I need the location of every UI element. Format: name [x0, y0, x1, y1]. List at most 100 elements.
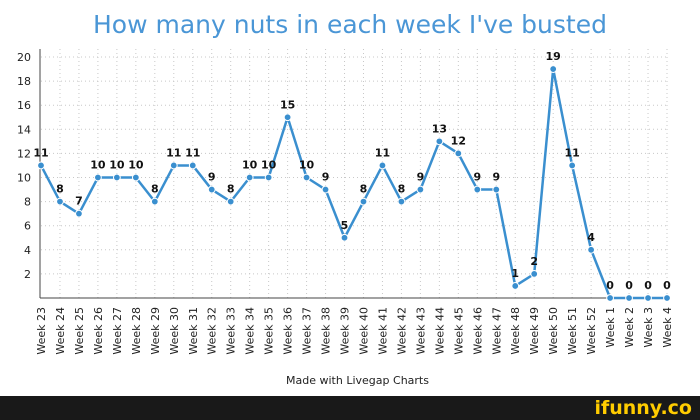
series-line-group	[39, 67, 667, 300]
x-tick-label: Week 45	[452, 307, 465, 355]
data-label: 0	[625, 279, 633, 292]
data-label: 15	[280, 98, 295, 111]
x-tick-label: Week 40	[357, 307, 370, 355]
data-label: 12	[451, 134, 466, 147]
y-tick-label: 16	[17, 99, 31, 112]
data-label: 11	[166, 146, 181, 159]
data-label: 10	[109, 159, 125, 172]
y-tick-label: 6	[24, 220, 31, 233]
data-label: 11	[33, 146, 48, 159]
y-tick-label: 12	[17, 147, 31, 160]
x-tick-label: Week 23	[35, 307, 48, 355]
data-label: 11	[375, 146, 390, 159]
data-point	[473, 185, 482, 194]
y-tick-label: 14	[17, 123, 31, 136]
x-tick-label: Week 33	[225, 307, 238, 355]
data-label: 8	[227, 183, 235, 196]
data-point	[568, 161, 577, 170]
y-axis-ticks: 2 4 6 8 10 12 14 16 18 20	[17, 51, 31, 281]
data-point	[245, 173, 254, 182]
data-point	[511, 282, 520, 290]
data-label: 10	[128, 159, 144, 172]
data-point	[226, 197, 235, 206]
data-point	[378, 161, 387, 170]
data-points	[37, 65, 671, 302]
data-label: 11	[185, 146, 200, 159]
chart-title: How many nuts in each week I've busted	[93, 10, 607, 39]
chart-caption: Made with Livegap Charts	[286, 374, 429, 387]
x-tick-label: Week 52	[585, 307, 598, 355]
x-tick-label: Week 1	[604, 307, 617, 348]
data-label: 0	[644, 279, 652, 292]
data-point	[94, 173, 102, 182]
x-tick-label: Week 36	[282, 307, 295, 355]
x-axis-ticks: Week 23 Week 24 Week 25 Week 26 Week 27 Week …	[35, 307, 674, 355]
ifunny-logo[interactable]: ifunny.co	[594, 397, 692, 419]
x-tick-label: Week 3	[642, 307, 655, 348]
data-point	[56, 197, 64, 206]
data-point	[75, 209, 83, 218]
y-tick-label: 20	[17, 51, 31, 64]
x-tick-label: Week 48	[509, 307, 522, 355]
x-tick-label: Week 27	[111, 307, 124, 355]
x-tick-label: Week 31	[187, 307, 200, 355]
data-label: 9	[492, 171, 500, 184]
data-point	[454, 149, 463, 158]
data-point	[606, 294, 614, 302]
data-point	[302, 173, 311, 182]
data-label: 8	[360, 183, 368, 196]
data-point	[264, 173, 273, 182]
data-point	[150, 197, 159, 206]
data-point	[112, 173, 121, 182]
data-point	[549, 65, 558, 73]
data-point	[625, 294, 633, 302]
data-label: 8	[398, 183, 406, 196]
data-label: 13	[432, 122, 447, 135]
data-label: 11	[564, 146, 579, 159]
data-point	[644, 294, 652, 302]
data-label: 9	[322, 171, 330, 184]
data-point	[416, 185, 425, 194]
data-label: 19	[546, 50, 561, 63]
x-tick-label: Week 37	[301, 307, 314, 355]
data-point	[37, 161, 45, 170]
data-label: 10	[299, 159, 315, 172]
data-point	[321, 185, 330, 194]
data-label: 9	[473, 171, 481, 184]
x-tick-label: Week 50	[547, 307, 560, 355]
series-line	[39, 67, 667, 300]
x-tick-label: Week 25	[73, 307, 86, 355]
data-label: 4	[587, 231, 595, 244]
x-tick-label: Week 38	[320, 307, 333, 355]
data-point	[207, 185, 216, 194]
data-point	[663, 294, 671, 302]
data-point	[169, 161, 178, 170]
x-tick-label: Week 49	[528, 307, 541, 355]
data-point	[340, 233, 349, 242]
data-label: 0	[663, 279, 671, 292]
x-tick-label: Week 34	[244, 307, 257, 355]
data-point	[188, 161, 197, 170]
data-label: 1	[511, 267, 519, 280]
data-label: 7	[75, 195, 83, 208]
data-point	[435, 137, 444, 146]
x-tick-label: Week 47	[490, 307, 503, 355]
x-tick-label: Week 35	[263, 307, 276, 355]
data-point	[587, 245, 596, 254]
x-tick-label: Week 28	[130, 307, 143, 355]
axes	[39, 49, 669, 299]
x-tick-label: Week 26	[92, 307, 105, 355]
footer-bar: ifunny.co	[0, 396, 700, 420]
x-tick-label: Week 46	[471, 307, 484, 355]
data-point	[359, 197, 368, 206]
data-label: 2	[530, 255, 538, 268]
data-point	[131, 173, 140, 182]
data-point	[283, 113, 292, 122]
x-tick-label: Week 24	[54, 307, 67, 355]
x-tick-label: Week 30	[168, 307, 181, 355]
y-tick-label: 4	[24, 244, 31, 257]
y-tick-label: 2	[24, 268, 31, 281]
data-point	[492, 185, 501, 194]
data-label: 10	[261, 159, 277, 172]
